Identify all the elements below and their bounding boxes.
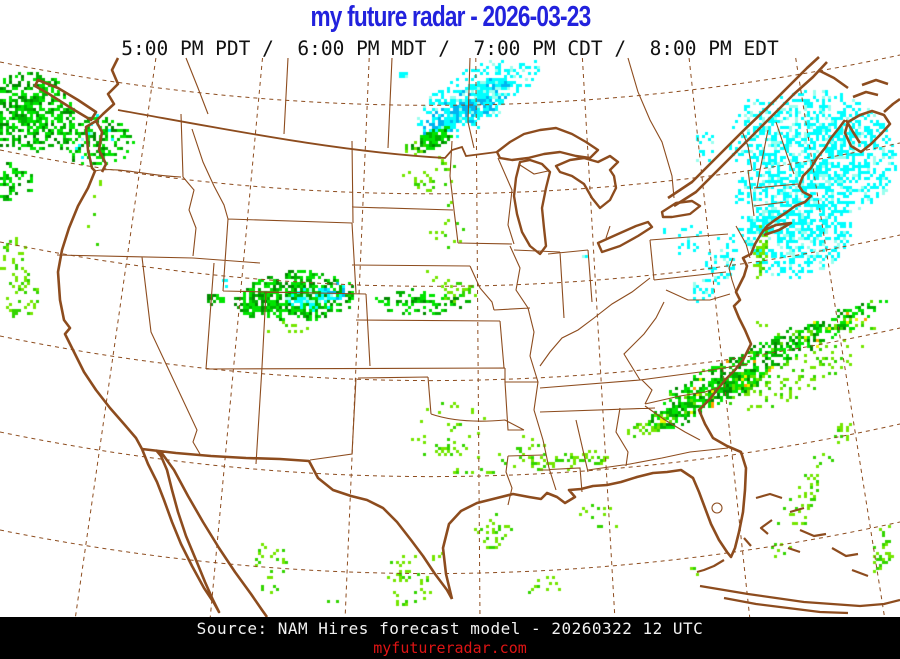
coastlines <box>33 56 900 618</box>
footer-bar: Source: NAM Hires forecast model - 20260… <box>0 617 900 659</box>
islands <box>696 492 900 615</box>
graticule-lines <box>0 54 900 621</box>
great-lakes <box>495 126 702 256</box>
us-canada-border <box>117 109 498 159</box>
source-text: Source: NAM Hires forecast model - 20260… <box>196 619 704 638</box>
state-borders <box>56 113 799 514</box>
site-link[interactable]: myfutureradar.com <box>373 639 527 657</box>
canada-borders <box>185 57 675 199</box>
